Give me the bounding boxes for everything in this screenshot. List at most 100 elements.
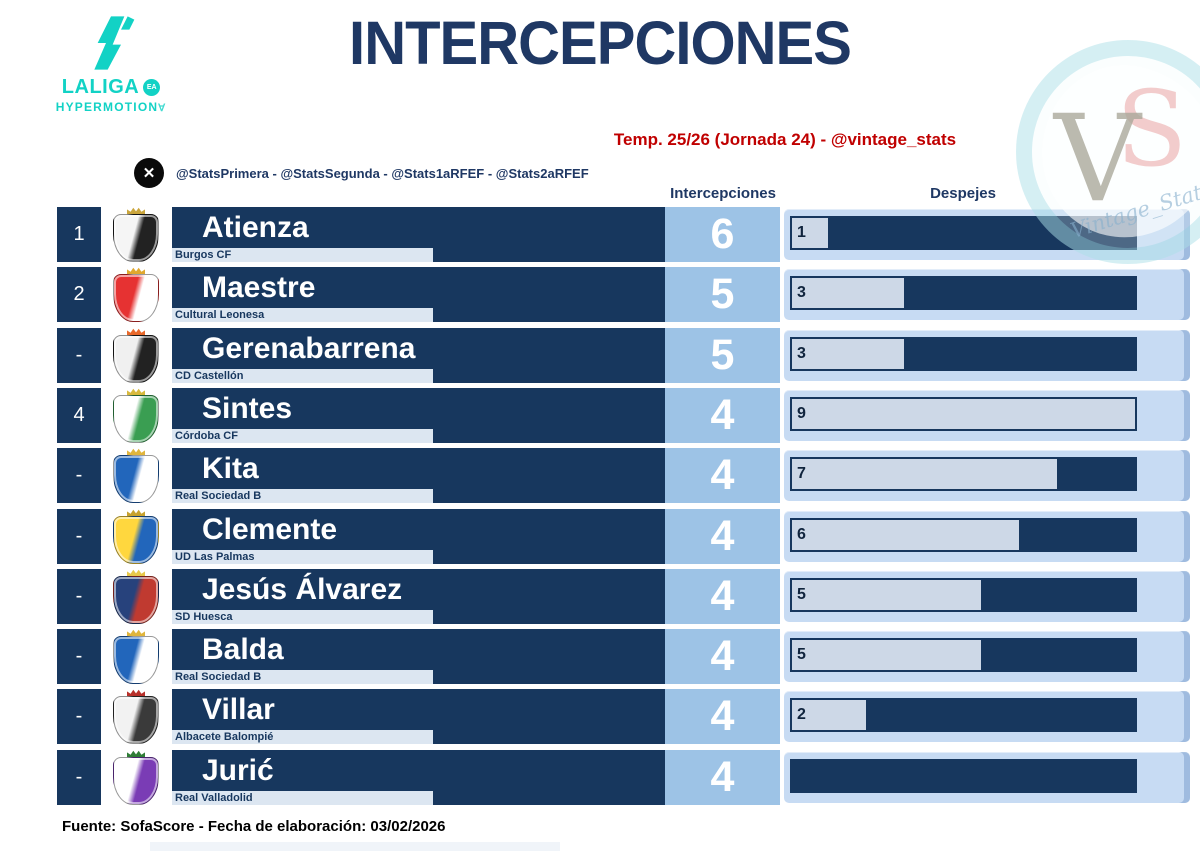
rank-cell: -: [57, 569, 101, 624]
crest-crown: [127, 689, 145, 697]
crest-crown: [127, 629, 145, 637]
rank-cell: -: [57, 629, 101, 684]
club-crest-icon: [110, 388, 162, 443]
player-name: Clemente: [202, 513, 338, 546]
clearances-value: 5: [797, 646, 806, 663]
club-name: Real Sociedad B: [172, 489, 433, 503]
clearances-value: 9: [797, 405, 806, 422]
player-name: Balda: [202, 633, 284, 666]
interceptions-value-cell: 5: [665, 328, 780, 383]
player-name: Kita: [202, 452, 259, 485]
rank-cell: -: [57, 689, 101, 744]
clearances-bar-panel: 6: [784, 511, 1190, 562]
table-row: 1 Atienza Burgos CF 6 1: [57, 207, 1192, 262]
player-name-bar: Jurić Real Valladolid: [172, 750, 665, 805]
player-name: Jurić: [202, 754, 274, 787]
clearances-value: 5: [797, 586, 806, 603]
crest-shield: [113, 576, 159, 624]
clearances-bar-fill: 1: [792, 218, 831, 248]
clearances-bar-panel: 7: [784, 450, 1190, 501]
player-name: Sintes: [202, 392, 293, 425]
rank-cell: -: [57, 509, 101, 564]
table-row: - Gerenabarrena CD Castellón 5 3: [57, 328, 1192, 383]
table-row: 4 Sintes Córdoba CF 4 9: [57, 388, 1192, 443]
column-header-clearances: Despejes: [930, 185, 996, 202]
interceptions-value-cell: 4: [665, 388, 780, 443]
rank-cell: 4: [57, 388, 101, 443]
crest-shield: [113, 636, 159, 684]
club-crest-icon: [110, 207, 162, 262]
club-crest-icon: [110, 509, 162, 564]
crest-shield: [113, 455, 159, 503]
social-handles: @StatsPrimera - @StatsSegunda - @Stats1a…: [176, 166, 589, 181]
club-crest-icon: [110, 267, 162, 322]
laliga-hypermotion-logo: LALIGA EA HYPERMOTION∀: [48, 12, 174, 114]
player-name: Gerenabarrena: [202, 332, 416, 365]
clearances-bar: 2: [790, 698, 1137, 732]
clearances-bar-panel: 2: [784, 691, 1190, 742]
x-twitter-icon: ✕: [134, 158, 164, 188]
clearances-bar-fill: 6: [792, 520, 1021, 550]
crest-crown: [127, 750, 145, 758]
bottom-faded-strip: [150, 842, 560, 851]
club-crest-icon: [110, 689, 162, 744]
clearances-bar-fill: 5: [792, 640, 983, 670]
club-name: Real Valladolid: [172, 791, 433, 805]
player-name-bar: Balda Real Sociedad B: [172, 629, 665, 684]
clearances-bar-fill: 3: [792, 278, 907, 308]
player-name-bar: Villar Albacete Balompié: [172, 689, 665, 744]
clearances-bar: 9: [790, 397, 1137, 431]
laliga-logo-mark: [94, 16, 135, 70]
club-name: CD Castellón: [172, 369, 433, 383]
clearances-bar-panel: 5: [784, 571, 1190, 622]
player-name: Maestre: [202, 271, 316, 304]
interceptions-value-cell: 6: [665, 207, 780, 262]
crest-shield: [113, 757, 159, 805]
player-name: Jesús Álvarez: [202, 573, 403, 606]
interceptions-value-cell: 4: [665, 448, 780, 503]
player-name: Atienza: [202, 211, 309, 244]
clearances-bar: 5: [790, 638, 1137, 672]
player-name-bar: Maestre Cultural Leonesa: [172, 267, 665, 322]
interceptions-value-cell: 5: [665, 267, 780, 322]
stats-table: 1 Atienza Burgos CF 6 1 2 Maestre Cultur…: [57, 207, 1192, 822]
laliga-brand-text: LALIGA: [61, 76, 140, 98]
clearances-bar: 3: [790, 337, 1137, 371]
clearances-bar-panel: 9: [784, 390, 1190, 441]
crest-shield: [113, 516, 159, 564]
clearances-value: 2: [797, 706, 806, 723]
watermark-monogram-s: S: [1116, 68, 1188, 190]
club-name: Burgos CF: [172, 248, 433, 262]
club-crest-icon: [110, 750, 162, 805]
clearances-bar: 6: [790, 518, 1137, 552]
clearances-bar-fill: 3: [792, 339, 907, 369]
crest-shield: [113, 274, 159, 322]
table-row: - Balda Real Sociedad B 4 5: [57, 629, 1192, 684]
club-name: Cultural Leonesa: [172, 308, 433, 322]
interceptions-value-cell: 4: [665, 569, 780, 624]
player-name-bar: Gerenabarrena CD Castellón: [172, 328, 665, 383]
season-subtitle: Temp. 25/26 (Jornada 24) - @vintage_stat…: [613, 130, 957, 149]
crest-shield: [113, 696, 159, 744]
player-name-bar: Atienza Burgos CF: [172, 207, 665, 262]
table-row: 2 Maestre Cultural Leonesa 5 3: [57, 267, 1192, 322]
clearances-bar-fill: 7: [792, 459, 1059, 489]
clearances-value: 6: [797, 526, 806, 543]
club-name: SD Huesca: [172, 610, 433, 624]
clearances-bar-panel: 5: [784, 631, 1190, 682]
page-title: INTERCEPCIONES: [349, 9, 852, 77]
clearances-bar-panel: 3: [784, 330, 1190, 381]
clearances-bar: [790, 759, 1137, 793]
clearances-bar-fill: 2: [792, 700, 869, 730]
club-crest-icon: [110, 569, 162, 624]
ea-sports-badge-icon: EA: [143, 79, 161, 96]
source-footer: Fuente: SofaScore - Fecha de elaboración…: [62, 818, 446, 835]
rank-cell: 2: [57, 267, 101, 322]
clearances-bar: 3: [790, 276, 1137, 310]
club-crest-icon: [110, 448, 162, 503]
clearances-value: 3: [797, 345, 806, 362]
rank-cell: -: [57, 750, 101, 805]
table-row: - Kita Real Sociedad B 4 7: [57, 448, 1192, 503]
club-crest-icon: [110, 629, 162, 684]
